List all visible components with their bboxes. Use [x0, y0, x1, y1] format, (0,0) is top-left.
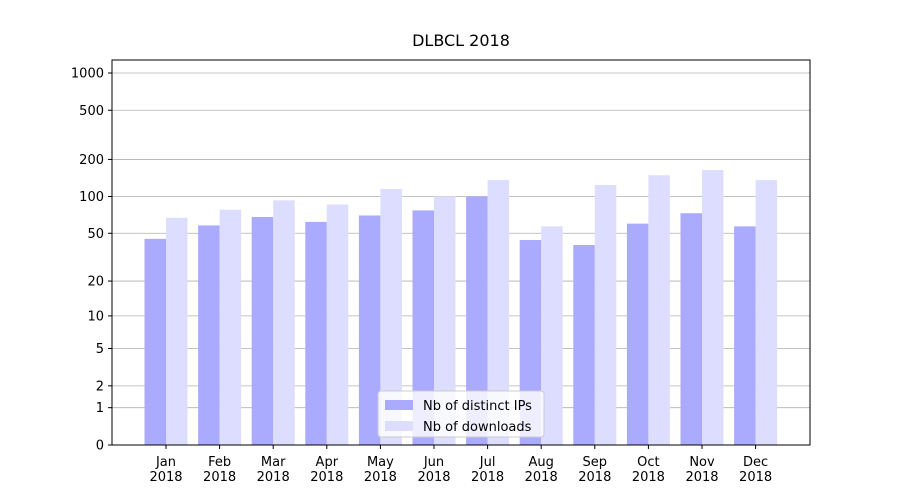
x-tick-label: Jan 2018	[149, 455, 182, 485]
x-tick-label: Jul 2018	[471, 455, 504, 485]
bar	[251, 217, 274, 445]
bar	[541, 226, 563, 445]
bar	[466, 196, 488, 445]
bar	[198, 225, 220, 445]
x-tick-label: Apr 2018	[310, 455, 343, 485]
legend-swatch	[385, 421, 413, 431]
bar	[412, 210, 434, 445]
bar	[358, 215, 381, 445]
legend-box	[377, 390, 545, 438]
x-tick-label: Mar 2018	[257, 455, 290, 485]
x-tick-label: Oct 2018	[632, 455, 665, 485]
legend-label: Nb of distinct IPs	[423, 399, 532, 414]
bar	[755, 180, 778, 445]
y-tick-label: 1	[96, 401, 104, 416]
y-tick-label: 500	[79, 104, 104, 119]
y-tick-label: 10	[87, 309, 104, 324]
y-tick-label: 20	[87, 275, 104, 290]
x-tick-label: Feb 2018	[203, 455, 236, 485]
bar	[305, 221, 327, 445]
bar	[734, 226, 756, 445]
y-tick-label: 200	[79, 153, 104, 168]
bar	[326, 204, 349, 445]
bar	[594, 185, 617, 445]
y-tick-label: 0	[96, 439, 104, 454]
x-tick-label: Sep 2018	[578, 455, 611, 485]
x-tick-label: Jun 2018	[417, 455, 450, 485]
plot-frame	[111, 59, 811, 446]
legend-label: Nb of downloads	[423, 420, 532, 435]
x-tick-label: May 2018	[364, 455, 397, 485]
bar	[144, 238, 166, 445]
bar	[219, 209, 242, 445]
chart-title: DLBCL 2018	[412, 31, 510, 50]
y-tick-label: 100	[79, 190, 104, 205]
bar	[626, 223, 649, 445]
bar	[434, 196, 456, 445]
bar	[380, 189, 402, 445]
bar	[573, 245, 595, 445]
y-tick-label: 5	[96, 342, 104, 357]
bar	[487, 180, 510, 445]
bar	[648, 175, 670, 445]
x-tick-label: Dec 2018	[739, 455, 772, 485]
bar	[166, 217, 188, 445]
x-tick-label: Aug 2018	[525, 455, 558, 485]
bar	[702, 170, 724, 445]
y-tick-label: 2	[96, 379, 104, 394]
legend-swatch	[385, 400, 413, 410]
y-tick-label: 50	[87, 227, 104, 242]
x-tick-label: Nov 2018	[685, 455, 718, 485]
bar	[680, 213, 702, 445]
bar	[273, 200, 295, 445]
y-tick-label: 1000	[71, 66, 104, 81]
